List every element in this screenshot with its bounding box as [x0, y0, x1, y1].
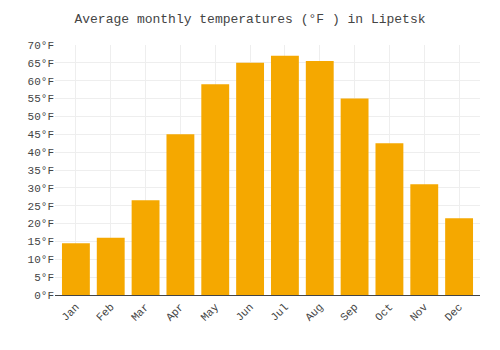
svg-text:Dec: Dec [443, 301, 465, 323]
svg-text:May: May [199, 301, 222, 324]
svg-text:60°F: 60°F [28, 76, 54, 88]
svg-text:15°F: 15°F [28, 236, 54, 248]
svg-text:Apr: Apr [164, 301, 186, 323]
svg-text:55°F: 55°F [28, 93, 54, 105]
svg-text:0°F: 0°F [34, 290, 54, 302]
svg-text:Jan: Jan [59, 301, 81, 323]
svg-text:10°F: 10°F [28, 254, 54, 266]
svg-text:65°F: 65°F [28, 58, 54, 70]
svg-text:40°F: 40°F [28, 147, 54, 159]
svg-text:Nov: Nov [408, 301, 431, 324]
svg-text:Jul: Jul [268, 301, 290, 323]
svg-text:Feb: Feb [94, 301, 116, 323]
svg-text:70°F: 70°F [28, 40, 54, 52]
svg-text:30°F: 30°F [28, 183, 54, 195]
svg-text:50°F: 50°F [28, 111, 54, 123]
svg-text:Oct: Oct [373, 301, 395, 323]
svg-text:20°F: 20°F [28, 218, 54, 230]
svg-text:25°F: 25°F [28, 201, 54, 213]
svg-text:5°F: 5°F [34, 272, 54, 284]
svg-text:35°F: 35°F [28, 165, 54, 177]
svg-text:Mar: Mar [129, 301, 151, 323]
svg-text:Sep: Sep [338, 301, 360, 323]
svg-text:45°F: 45°F [28, 129, 54, 141]
svg-text:Average monthly temperatures (: Average monthly temperatures (°F ) in Li… [74, 12, 425, 27]
svg-text:Aug: Aug [303, 301, 325, 323]
svg-text:Jun: Jun [234, 301, 256, 323]
